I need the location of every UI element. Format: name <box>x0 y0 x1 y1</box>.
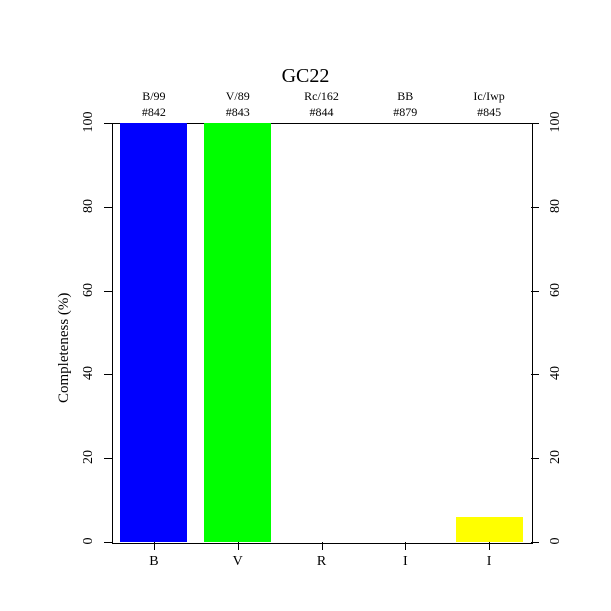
y-axis-label: Completeness (%) <box>56 292 73 402</box>
top-label1-4: Ic/Iwp <box>449 89 529 104</box>
top-label2-0: #842 <box>114 105 194 120</box>
y-tick-r-4 <box>531 207 539 208</box>
x-tick-0 <box>154 542 155 550</box>
y-tick-r-5 <box>531 123 539 124</box>
top-label2-1: #843 <box>198 105 278 120</box>
bar-1 <box>204 123 271 542</box>
x-tick-label-3: I <box>375 554 435 570</box>
bar-0 <box>120 123 187 542</box>
x-tick-label-2: R <box>292 554 352 570</box>
x-tick-2 <box>322 542 323 550</box>
y-tick-l-1 <box>104 458 112 459</box>
top-label2-4: #845 <box>449 105 529 120</box>
y-tick-label-r-2: 40 <box>548 358 564 388</box>
top-label1-0: B/99 <box>114 89 194 104</box>
y-tick-label-l-4: 80 <box>81 191 97 221</box>
x-tick-label-0: B <box>124 554 184 570</box>
x-tick-label-4: I <box>459 554 519 570</box>
y-tick-r-3 <box>531 291 539 292</box>
x-tick-3 <box>405 542 406 550</box>
chart-canvas: GC22 Completeness (%) B B/99#842 V V/89#843… <box>0 0 611 611</box>
y-tick-label-r-0: 0 <box>548 526 564 556</box>
y-tick-label-r-4: 80 <box>548 191 564 221</box>
chart-title: GC22 <box>0 65 611 88</box>
top-label2-2: #844 <box>282 105 362 120</box>
y-tick-l-5 <box>104 123 112 124</box>
y-tick-l-3 <box>104 291 112 292</box>
y-tick-l-0 <box>104 542 112 543</box>
y-tick-label-l-1: 20 <box>81 442 97 472</box>
top-label1-2: Rc/162 <box>282 89 362 104</box>
y-tick-label-r-1: 20 <box>548 442 564 472</box>
y-tick-r-0 <box>531 542 539 543</box>
y-tick-label-l-2: 40 <box>81 358 97 388</box>
top-label1-3: BB <box>365 89 445 104</box>
top-label1-1: V/89 <box>198 89 278 104</box>
y-tick-r-1 <box>531 458 539 459</box>
y-tick-label-r-5: 100 <box>548 107 564 137</box>
y-tick-label-l-5: 100 <box>81 107 97 137</box>
top-label2-3: #879 <box>365 105 445 120</box>
y-tick-label-l-0: 0 <box>81 526 97 556</box>
x-tick-label-1: V <box>208 554 268 570</box>
y-tick-l-4 <box>104 207 112 208</box>
x-tick-4 <box>489 542 490 550</box>
y-tick-label-l-3: 60 <box>81 275 97 305</box>
y-tick-l-2 <box>104 374 112 375</box>
x-tick-1 <box>238 542 239 550</box>
y-tick-label-r-3: 60 <box>548 275 564 305</box>
y-tick-r-2 <box>531 374 539 375</box>
bar-4 <box>456 517 523 542</box>
